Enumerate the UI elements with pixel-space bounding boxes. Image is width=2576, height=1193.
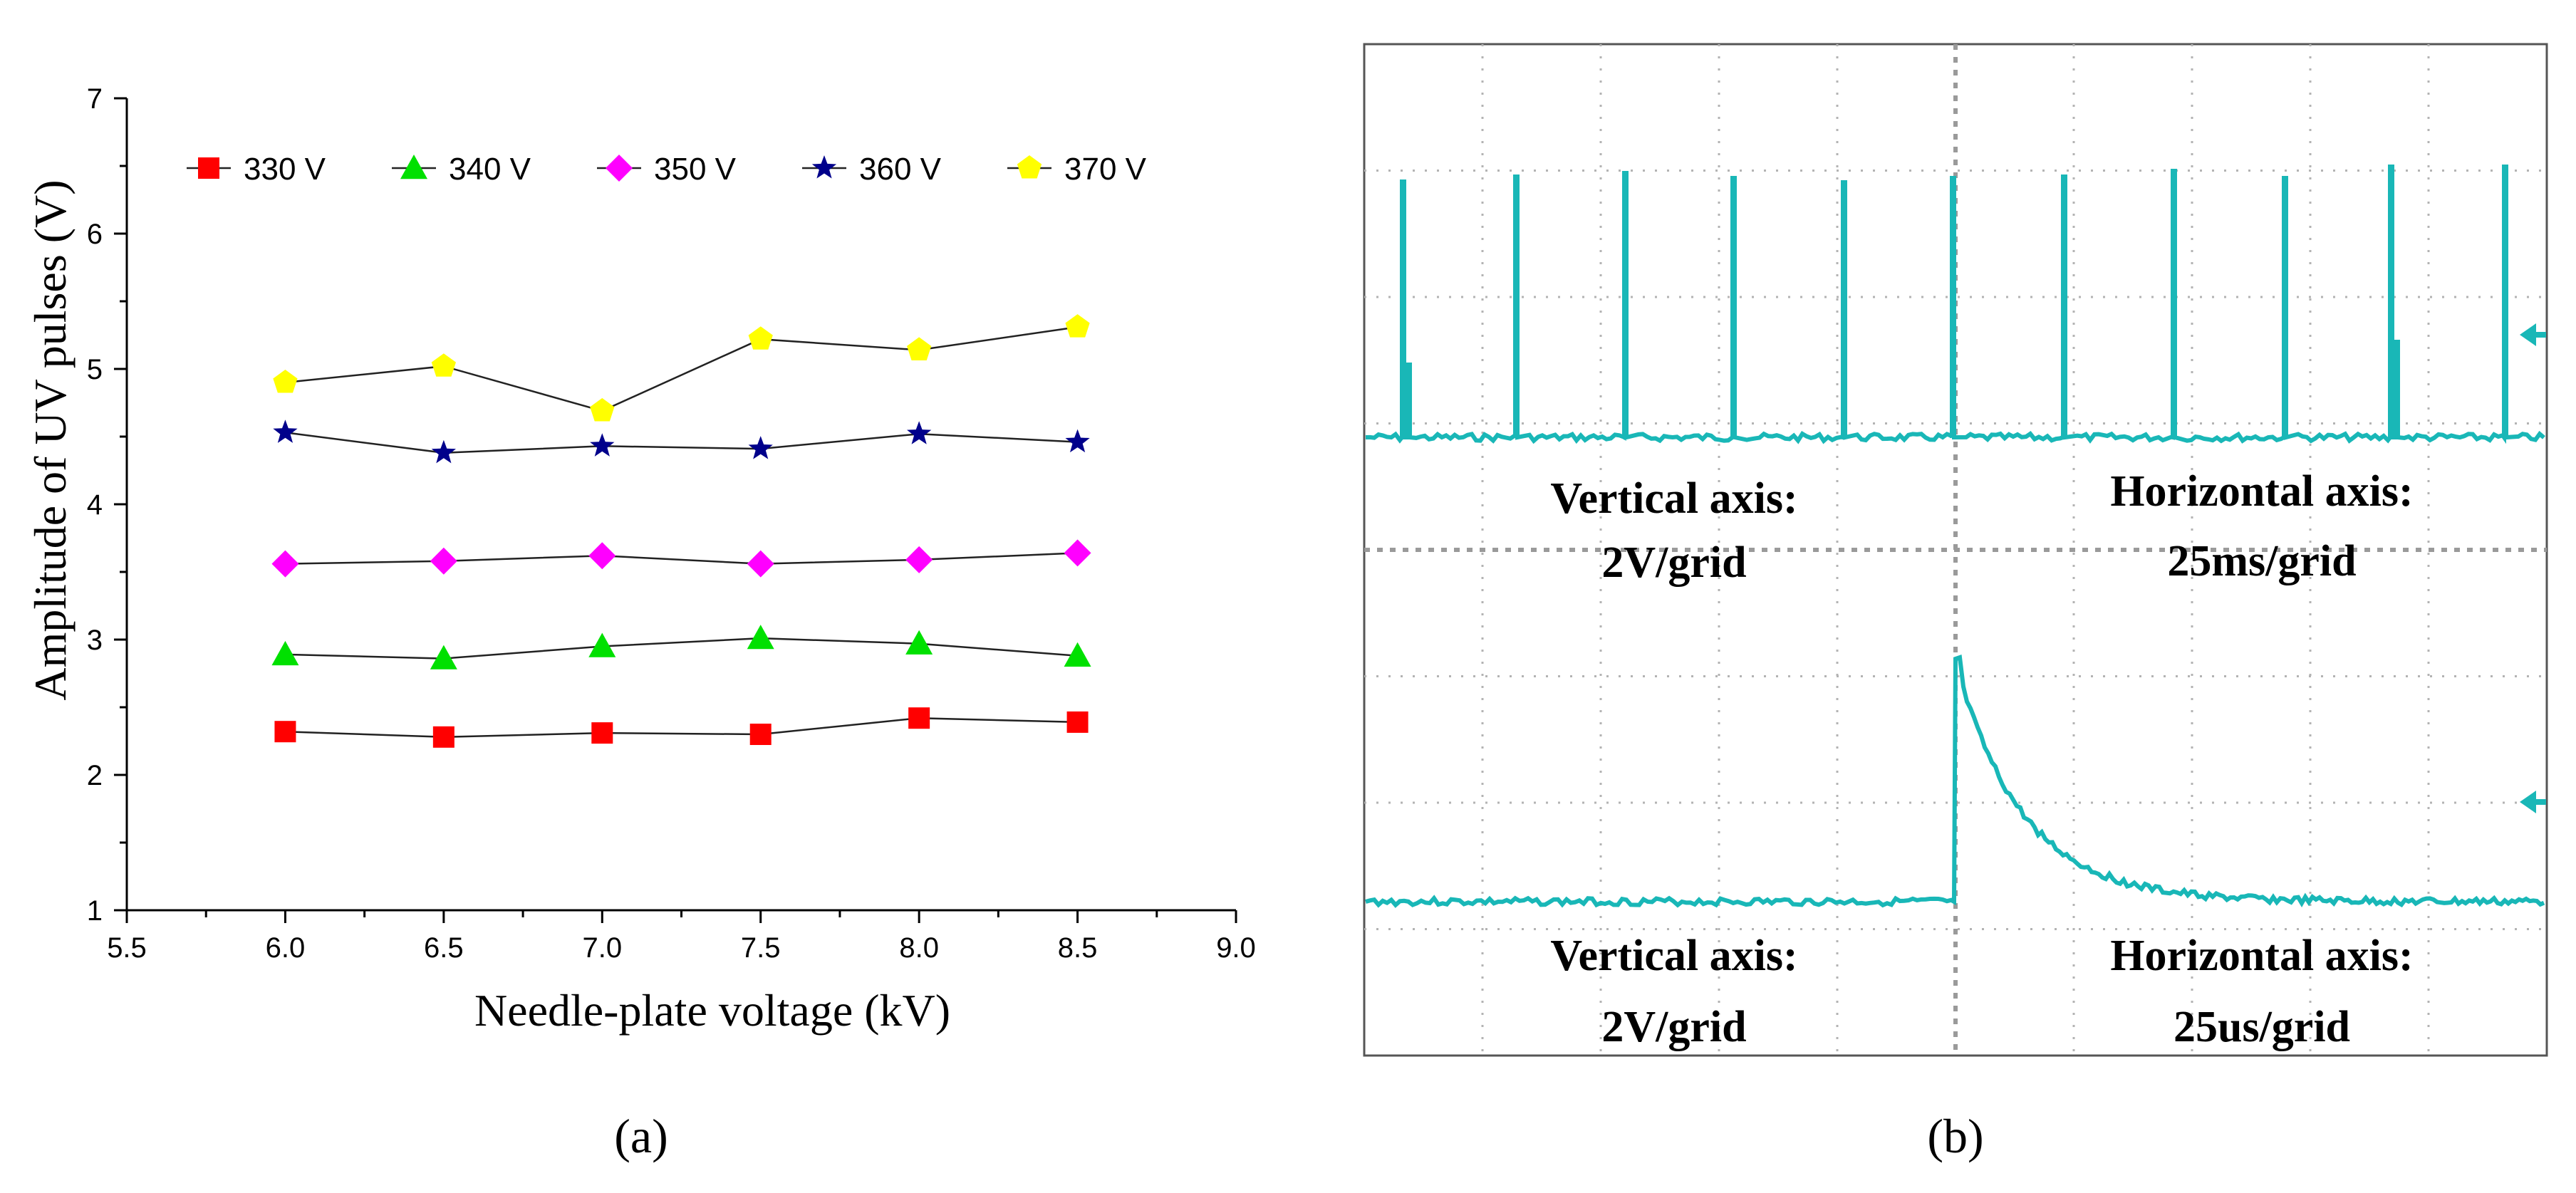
legend-marker: [606, 155, 633, 182]
data-point-330V: [274, 721, 296, 743]
panel-label-b: (b): [1927, 1109, 1983, 1163]
data-point-340V: [1064, 642, 1091, 667]
bottom-vertical-scale: 2V/grid: [1601, 1003, 1746, 1051]
panel-label-a: (a): [614, 1109, 668, 1163]
data-point-370V: [1065, 314, 1090, 338]
y-tick-label: 2: [87, 760, 103, 791]
y-tick-label: 4: [87, 489, 103, 521]
legend-label: 370 V: [1064, 152, 1147, 187]
top-horizontal-label: Horizontal axis:: [2110, 467, 2413, 516]
data-point-330V: [432, 726, 455, 748]
x-tick-label: 6.0: [266, 932, 306, 964]
data-point-330V: [1066, 711, 1089, 733]
data-point-360V: [273, 420, 298, 443]
bottom-horizontal-label: Horizontal axis:: [2110, 932, 2413, 980]
data-point-370V: [273, 370, 298, 393]
data-point-350V: [271, 550, 299, 578]
data-point-330V: [908, 707, 930, 729]
legend-marker: [1017, 155, 1042, 179]
data-point-350V: [747, 550, 774, 578]
channel-2-level-marker: [2520, 791, 2536, 813]
data-point-340V: [271, 640, 299, 666]
y-tick-label: 7: [87, 83, 103, 115]
top-horizontal-scale: 25ms/grid: [2167, 537, 2356, 585]
scope-traces: [1365, 165, 2545, 908]
chart-ticks: 5.5 6.0 6.5 7.0 7.5 8.0 8.5 9.0 1 2 3 4 5 6 7: [87, 83, 1256, 964]
x-tick-label: 8.0: [899, 932, 939, 964]
top-vertical-label: Vertical axis:: [1550, 474, 1797, 523]
series-line-330V: [285, 717, 1078, 739]
data-point-370V: [748, 326, 773, 350]
channel-2-level-marker-stem: [2533, 799, 2546, 805]
data-point-340V: [588, 632, 616, 657]
data-point-360V: [590, 433, 615, 457]
channel-1-level-marker: [2520, 323, 2536, 346]
data-point-370V: [590, 397, 615, 422]
legend-marker: [811, 155, 837, 179]
data-point-360V: [1065, 429, 1090, 453]
x-tick-label: 7.0: [582, 932, 622, 964]
chart-axes: [125, 98, 1236, 912]
data-point-370V: [431, 353, 456, 377]
x-tick-label: 7.5: [741, 932, 781, 964]
bottom-vertical-label: Vertical axis:: [1550, 932, 1797, 980]
x-tick-label: 8.5: [1058, 932, 1098, 964]
data-point-350V: [588, 542, 616, 570]
channel-1-level-marker-stem: [2533, 332, 2546, 338]
series-lines: [285, 325, 1078, 739]
legend-label: 340 V: [449, 152, 531, 187]
y-tick-label: 1: [87, 895, 103, 927]
series-markers: [271, 314, 1091, 748]
x-axis-title: Needle-plate voltage (kV): [474, 985, 950, 1036]
single-pulse-trace: [1365, 654, 2545, 908]
x-tick-label: 5.5: [107, 932, 147, 964]
data-point-340V: [905, 630, 933, 655]
data-point-340V: [430, 645, 457, 670]
pulse-train-trace: [1365, 165, 2545, 444]
x-tick-label: 9.0: [1216, 932, 1256, 964]
legend-label: 350 V: [654, 152, 737, 187]
y-tick-label: 3: [87, 625, 103, 656]
y-axis-title: Amplitude of UV pulses (V): [25, 179, 76, 700]
data-point-360V: [748, 436, 773, 459]
y-tick-label: 5: [87, 354, 103, 385]
bottom-horizontal-scale: 25us/grid: [2174, 1003, 2350, 1051]
legend-marker: [198, 157, 219, 179]
series-line-350V: [285, 552, 1078, 565]
data-point-370V: [907, 337, 932, 360]
chart-legend: 330 V 340 V 350 V 360 V 370 V: [187, 152, 1147, 187]
data-point-350V: [905, 546, 933, 573]
top-vertical-scale: 2V/grid: [1601, 538, 1746, 587]
legend-marker: [400, 155, 427, 179]
data-point-340V: [747, 625, 774, 650]
oscilloscope-panel: Vertical axis: 2V/grid Horizontal axis: …: [1363, 43, 2548, 1163]
amplitude-chart: 5.5 6.0 6.5 7.0 7.5 8.0 8.5 9.0 1 2 3 4 5 6 7 330 V 340…: [25, 83, 1256, 1163]
x-tick-label: 6.5: [424, 932, 464, 964]
series-line-370V: [285, 325, 1078, 412]
series-line-340V: [285, 637, 1078, 660]
legend-label: 360 V: [859, 152, 942, 187]
data-point-330V: [749, 724, 772, 745]
data-point-360V: [907, 421, 932, 444]
legend-label: 330 V: [244, 152, 326, 187]
data-point-360V: [431, 439, 456, 464]
data-point-350V: [430, 547, 457, 575]
data-point-330V: [591, 722, 613, 744]
scope-level-markers: [2520, 323, 2546, 813]
y-tick-label: 6: [87, 219, 103, 250]
data-point-350V: [1064, 539, 1091, 567]
series-line-360V: [285, 432, 1078, 454]
